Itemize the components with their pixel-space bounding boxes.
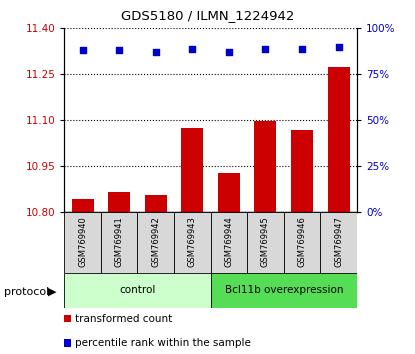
Bar [211,212,247,273]
Bar [64,315,71,322]
Text: transformed count: transformed count [75,314,172,324]
Bar [247,212,284,273]
Bar [137,212,174,273]
Text: GSM769942: GSM769942 [151,216,160,267]
Point [79,47,86,53]
Text: protocol: protocol [4,287,49,297]
Point [299,46,305,51]
Bar [218,173,240,212]
Point [262,46,269,51]
Point [116,47,122,53]
Bar [284,212,320,273]
Text: GSM769944: GSM769944 [225,216,233,267]
Bar [291,130,313,212]
Point [152,50,159,55]
Text: GSM769943: GSM769943 [188,216,197,267]
Point [335,44,342,50]
Bar [254,121,276,212]
Bar [101,212,137,273]
Bar [64,212,101,273]
Bar [145,195,167,212]
Bar [211,273,357,308]
Point [226,50,232,55]
Bar [72,199,94,212]
Point [189,46,195,51]
Bar [181,128,203,212]
Text: ▶: ▶ [48,287,56,297]
Text: percentile rank within the sample: percentile rank within the sample [75,338,251,348]
Text: GSM769941: GSM769941 [115,216,124,267]
Bar [64,273,210,308]
Bar [108,193,130,212]
Text: GSM769945: GSM769945 [261,216,270,267]
Text: GDS5180 / ILMN_1224942: GDS5180 / ILMN_1224942 [121,9,294,22]
Text: GSM769946: GSM769946 [298,216,307,267]
Text: Bcl11b overexpression: Bcl11b overexpression [225,285,343,295]
Text: GSM769940: GSM769940 [78,216,87,267]
Bar [174,212,211,273]
Text: GSM769947: GSM769947 [334,216,343,267]
Bar [64,339,71,347]
Bar [320,212,357,273]
Bar [328,67,349,212]
Text: control: control [119,285,156,295]
